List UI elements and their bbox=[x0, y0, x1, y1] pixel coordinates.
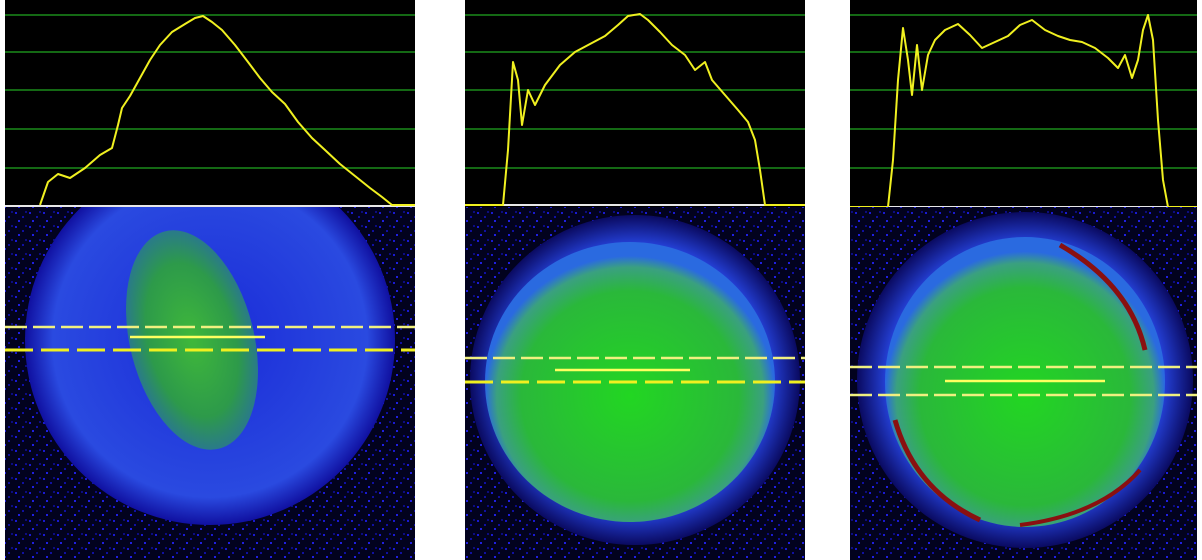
beam-image bbox=[465, 207, 805, 560]
profile-curve bbox=[850, 14, 1197, 208]
profile-curve bbox=[465, 13, 805, 206]
grid bbox=[5, 14, 415, 169]
grid bbox=[850, 14, 1197, 169]
profile-plot bbox=[465, 0, 805, 207]
beam-image bbox=[850, 207, 1197, 560]
grid bbox=[465, 14, 805, 169]
edge-ring bbox=[1058, 242, 1148, 351]
panel-2 bbox=[465, 0, 805, 560]
panel-3 bbox=[850, 0, 1197, 560]
edge-ring bbox=[1019, 468, 1142, 527]
profile-curve bbox=[39, 15, 415, 206]
panel-1 bbox=[5, 0, 415, 560]
beam-image bbox=[5, 207, 415, 560]
profile-plot bbox=[5, 0, 415, 207]
edge-ring bbox=[892, 419, 982, 523]
beam-core bbox=[126, 230, 258, 450]
profile-plot bbox=[850, 0, 1197, 207]
